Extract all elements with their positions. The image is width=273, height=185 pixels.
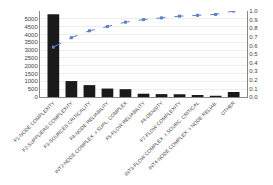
svg-text:1000: 1000 xyxy=(24,78,38,84)
svg-text:2500: 2500 xyxy=(24,55,38,61)
svg-text:3500: 3500 xyxy=(24,39,38,45)
svg-text:0.6: 0.6 xyxy=(249,43,258,49)
svg-text:INT4-NODE COMPLEX. x NODE RELI: INT4-NODE COMPLEX. x NODE RELIAB. xyxy=(147,100,218,171)
svg-text:0.2: 0.2 xyxy=(249,77,258,83)
svg-text:F1-NODE COMPLEXITY: F1-NODE COMPLEXITY xyxy=(12,99,56,143)
svg-text:500: 500 xyxy=(28,86,39,92)
svg-text:3000: 3000 xyxy=(24,47,38,53)
svg-text:F5-FLOW RELIABILITY: F5-FLOW RELIABILITY xyxy=(104,99,146,141)
svg-text:0.8: 0.8 xyxy=(249,25,258,31)
svg-text:4500: 4500 xyxy=(24,24,38,30)
svg-text:INT3-FLOW COMPLEX. x SOURC. CR: INT3-FLOW COMPLEX. x SOURC. CRITICAL xyxy=(123,100,200,177)
svg-text:F2-SUPPLIERS COMPLEXITY: F2-SUPPLIERS COMPLEXITY xyxy=(21,99,75,153)
svg-text:INT2-NODE COMPLEX. x SUPL. COM: INT2-NODE COMPLEX. x SUPL. COMPLEX xyxy=(53,99,128,174)
svg-text:OTHER: OTHER xyxy=(220,99,237,116)
svg-text:0.4: 0.4 xyxy=(249,60,258,66)
svg-text:0.5: 0.5 xyxy=(249,51,258,57)
svg-text:F4-NODE RELIABILITY: F4-NODE RELIABILITY xyxy=(68,99,110,141)
svg-text:0.0: 0.0 xyxy=(249,94,258,100)
svg-text:0.1: 0.1 xyxy=(249,86,258,92)
svg-text:2000: 2000 xyxy=(24,63,38,69)
svg-text:0.7: 0.7 xyxy=(249,34,258,40)
svg-text:0: 0 xyxy=(34,94,38,100)
svg-text:1500: 1500 xyxy=(24,71,38,77)
svg-text:0.3: 0.3 xyxy=(249,68,258,74)
svg-text:4000: 4000 xyxy=(24,32,38,38)
svg-text:F3-SOURCES CRITICALITY: F3-SOURCES CRITICALITY xyxy=(42,99,92,149)
svg-text:F7-FLOW COMPLEXITY: F7-FLOW COMPLEXITY xyxy=(139,99,183,143)
svg-text:0.9: 0.9 xyxy=(249,17,258,23)
svg-text:1.0: 1.0 xyxy=(249,8,258,14)
svg-text:5000: 5000 xyxy=(24,16,38,22)
svg-text:F6-DENSITY: F6-DENSITY xyxy=(139,99,164,124)
